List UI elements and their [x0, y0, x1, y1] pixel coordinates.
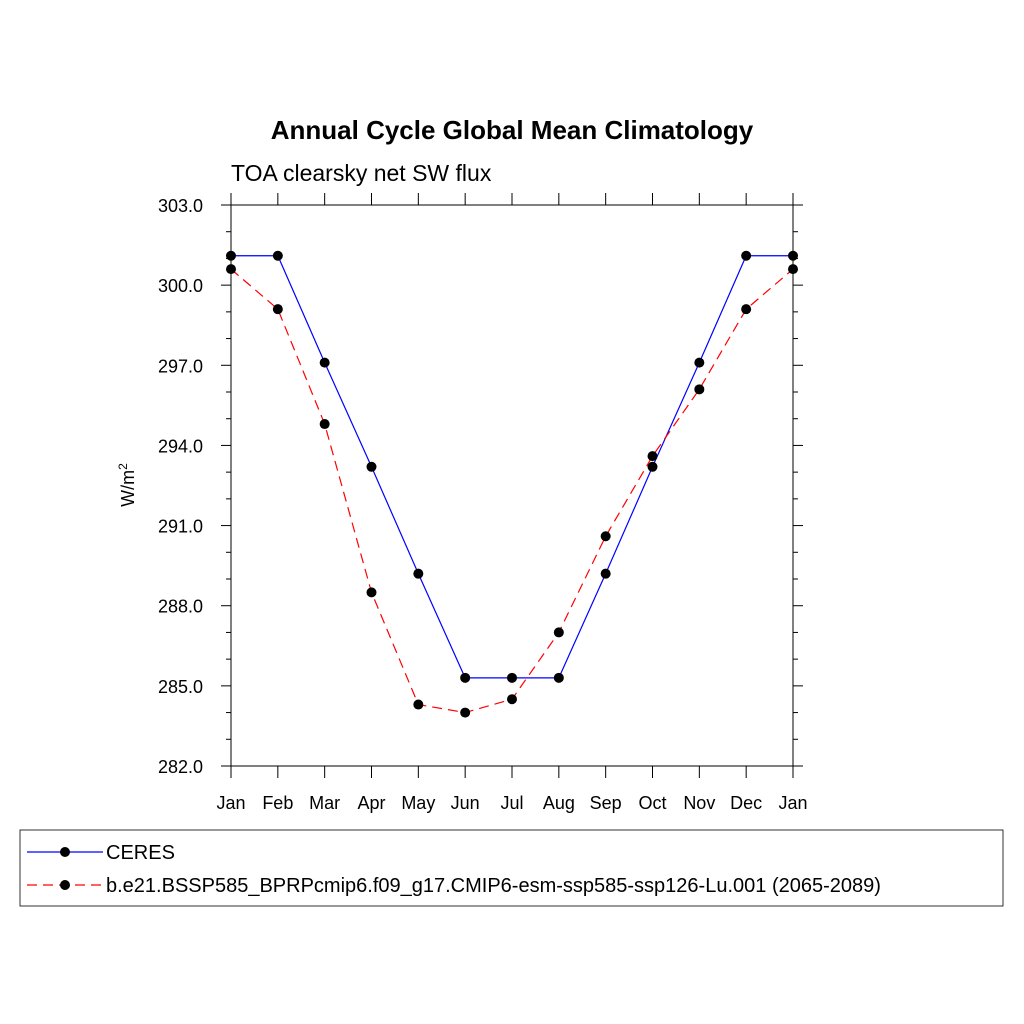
y-axis-label: W/m2 — [116, 463, 138, 507]
x-tick-label: Jun — [451, 793, 480, 813]
data-point-s1-3 — [366, 587, 377, 598]
x-tick-label: Aug — [543, 793, 575, 813]
y-tick-label: 285.0 — [158, 677, 203, 697]
legend-label-0: CERES — [106, 842, 175, 864]
x-tick-label: Nov — [683, 793, 715, 813]
data-point-s1-9 — [647, 451, 658, 462]
y-axis-label-superscript: 2 — [116, 463, 130, 470]
y-tick-label: 282.0 — [158, 757, 203, 777]
x-tick-label: Jan — [778, 793, 807, 813]
plot-area — [226, 250, 798, 718]
data-point-s1-2 — [319, 419, 330, 430]
data-point-s0-11 — [741, 250, 752, 261]
data-point-s1-8 — [600, 531, 611, 542]
y-tick-label: 297.0 — [158, 356, 203, 376]
data-point-s1-4 — [413, 699, 424, 710]
data-point-s0-9 — [647, 461, 658, 472]
data-point-s0-5 — [460, 672, 471, 683]
data-point-s1-11 — [741, 304, 752, 315]
data-point-s1-10 — [694, 384, 705, 395]
x-tick-label: May — [401, 793, 435, 813]
data-point-s1-1 — [272, 304, 283, 315]
legend: CERES b.e21.BSSP585_BPRPcmip6.f09_g17.CMI… — [19, 829, 1004, 907]
data-point-s0-4 — [413, 568, 424, 579]
legend-label-1: b.e21.BSSP585_BPRPcmip6.f09_g17.CMIP6-es… — [106, 875, 881, 897]
series-line-1 — [230, 268, 794, 714]
x-tick-label: Feb — [262, 793, 293, 813]
axes: 282.0 285.0 288.0 291.0 294.0 297.0 300.0 303.0… — [158, 193, 808, 813]
chart-title: Annual Cycle Global Mean Climatology — [271, 115, 754, 145]
y-tick-label: 288.0 — [158, 597, 203, 617]
y-tick-label: 303.0 — [158, 196, 203, 216]
data-point-s0-10 — [694, 357, 705, 368]
data-point-s1-5 — [460, 707, 471, 718]
x-tick-label: Oct — [638, 793, 666, 813]
x-tick-label: Sep — [590, 793, 622, 813]
x-tick-label: Jul — [500, 793, 523, 813]
data-point-s0-2 — [319, 357, 330, 368]
data-point-s1-6 — [507, 694, 517, 705]
chart-subtitle: TOA clearsky net SW flux — [231, 160, 492, 186]
x-tick-label: Apr — [357, 793, 385, 813]
data-point-s0-8 — [600, 568, 611, 579]
data-point-s1-7 — [553, 627, 564, 638]
y-axis-label-text: W/m — [118, 470, 138, 507]
y-tick-label: 291.0 — [158, 517, 203, 537]
x-tick-label: Jan — [216, 793, 245, 813]
data-point-s0-7 — [553, 672, 564, 683]
data-point-s0-6 — [507, 672, 517, 683]
legend-marker-1 — [60, 880, 70, 890]
y-tick-label: 300.0 — [158, 276, 203, 296]
x-tick-label: Mar — [309, 793, 340, 813]
y-tick-label: 294.0 — [158, 436, 203, 456]
data-point-s0-1 — [272, 250, 283, 261]
data-point-s0-3 — [366, 461, 377, 472]
series-line-0 — [231, 255, 793, 679]
x-tick-label: Dec — [730, 793, 762, 813]
legend-marker-0 — [60, 847, 70, 857]
legend-box — [19, 829, 1004, 907]
